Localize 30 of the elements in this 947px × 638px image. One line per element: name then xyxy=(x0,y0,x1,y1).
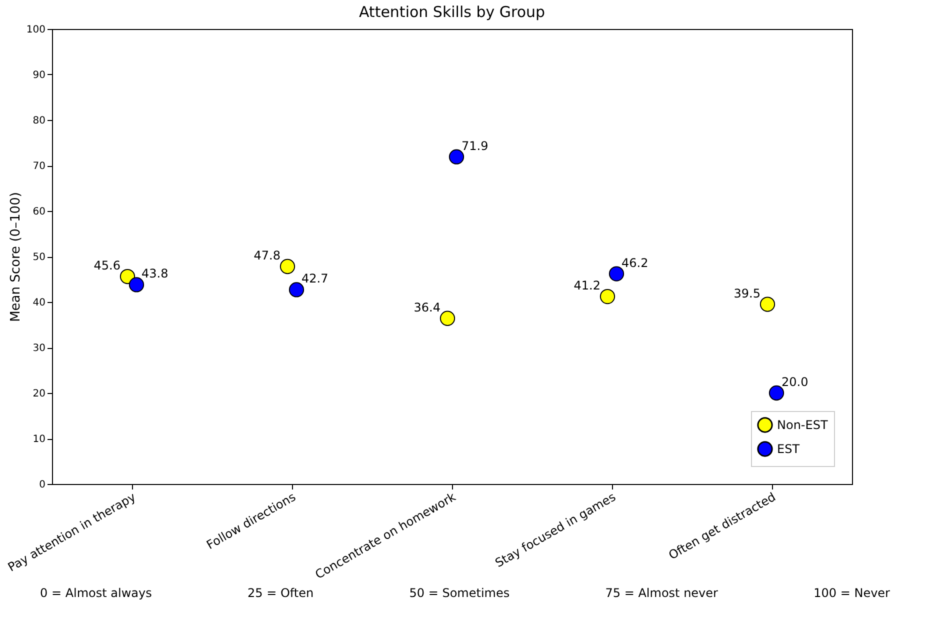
text: 25 = Often xyxy=(248,586,314,600)
y-tick-label: 80 xyxy=(32,116,46,126)
y-tick-label: 70 xyxy=(32,161,46,172)
data-label: 20.0 xyxy=(782,375,808,389)
y-tick-label: 40 xyxy=(32,298,46,308)
y-tick-label: 50 xyxy=(32,252,46,263)
data-label: 43.8 xyxy=(142,266,168,281)
y-tick-label: 10 xyxy=(32,434,46,445)
data-label: 47.8 xyxy=(254,248,280,263)
data-label: 36.4 xyxy=(414,300,440,314)
y-tick-label: 90 xyxy=(32,70,46,81)
text: 75 = Almost never xyxy=(605,586,718,600)
y-tick-label: 20 xyxy=(32,388,46,400)
text: 0 = Almost always xyxy=(40,586,152,600)
data-label: 46.2 xyxy=(622,256,648,270)
data-label: 42.7 xyxy=(302,272,328,286)
data-label: 39.5 xyxy=(734,286,760,300)
y-tick-label: 100 xyxy=(26,24,46,36)
text: 50 = Sometimes xyxy=(409,586,510,600)
y-tick-label: 0 xyxy=(39,480,46,490)
chart-title: Attention Skills by Group xyxy=(358,3,546,21)
y-axis-title: Mean Score (0–100) xyxy=(8,192,24,322)
data-label: 71.9 xyxy=(462,138,488,153)
text: 100 = Never xyxy=(814,586,890,600)
y-tick-label: 30 xyxy=(32,343,46,354)
y-tick-label: 60 xyxy=(32,206,46,218)
legend-label: Non-EST xyxy=(777,418,828,432)
data-label: 45.6 xyxy=(94,258,120,273)
data-label: 41.2 xyxy=(574,278,600,293)
legend-label: EST xyxy=(777,442,800,456)
